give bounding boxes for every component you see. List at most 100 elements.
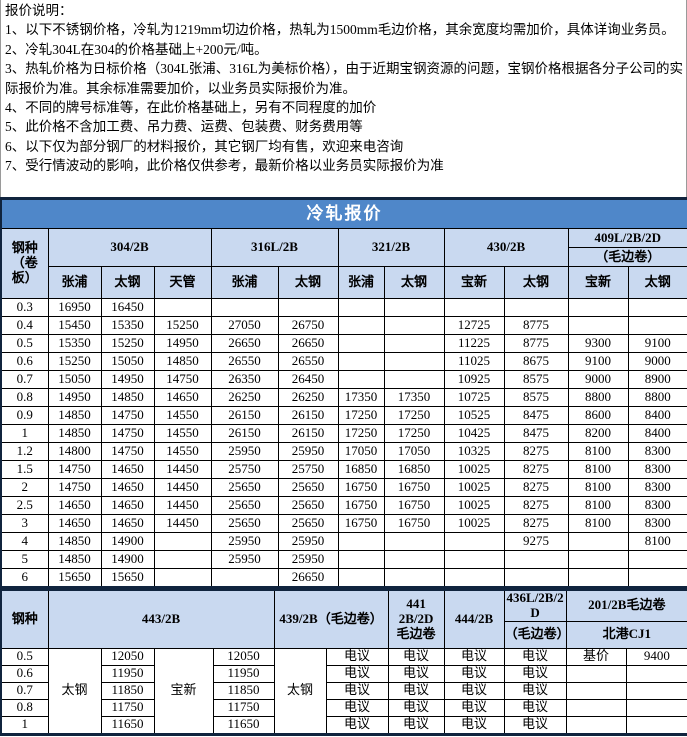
grade-subheader: （毛边卷） (503, 620, 567, 649)
price-cell (210, 298, 279, 317)
thickness-label: 0.7 (0, 370, 49, 389)
table-row: 0.8 14950 14850 14650 26250 26250 17350 17350 10… (0, 388, 687, 407)
price-cell: 26250 (210, 388, 279, 407)
notes-lines: 1、以下不锈钢价格，冷轧为1219mm切边价格，热轧为1500mm毛边价格，其余… (5, 20, 683, 175)
price-cell: 14650 (47, 514, 102, 533)
grade-header: 316L/2B (210, 228, 339, 267)
note-line: 4、不同的牌号标准等，在此价格基础上，另有不同程度的加价 (5, 100, 377, 116)
price-cell: 14750 (47, 460, 102, 479)
price-cell (443, 532, 505, 551)
mill-header: 宝新 (567, 266, 629, 299)
price-cell: 11950 (100, 664, 155, 683)
mill-header: 张浦 (210, 266, 279, 299)
mill-header: 太钢 (277, 266, 339, 299)
mill-header: 太钢 (503, 266, 569, 299)
price-cell (383, 334, 445, 353)
thickness-label: 1 (0, 424, 49, 443)
price-cell: 25950 (210, 532, 279, 551)
price-cell: 10925 (443, 370, 505, 389)
thickness-label: 5 (0, 550, 49, 569)
price-cell (627, 316, 687, 335)
price-cell (383, 568, 445, 588)
thickness-label: 0.5 (0, 647, 49, 666)
price-cell (625, 715, 687, 735)
price-cell: 15650 (100, 568, 155, 588)
price-cell: 电议 (443, 647, 505, 666)
grade-header: 443/2B (47, 589, 275, 649)
price-cell: 8300 (627, 442, 687, 461)
table-row: 0.6 11950 11950 电议 电议 电议 电议 (0, 664, 687, 683)
price-cell: 16850 (383, 460, 445, 479)
grade-header-row: 钢种 （卷 板） 304/2B 316L/2B 321/2B 430/2B 409L/2B… (0, 228, 687, 299)
price-cell: 电议 (503, 664, 567, 683)
table-row: 5 14850 14900 25950 25950 (0, 550, 687, 569)
price-cell: 8800 (627, 388, 687, 407)
price-cell (443, 568, 505, 588)
price-cell: 8475 (503, 424, 569, 443)
price-cell: 15350 (47, 334, 102, 353)
table-row: 6 15650 15650 26650 (0, 568, 687, 588)
price-cell: 11025 (443, 352, 505, 371)
price-cell: 14800 (47, 442, 102, 461)
price-cell: 11850 (100, 681, 155, 700)
price-cell: 10425 (443, 424, 505, 443)
price-cell: 25950 (277, 550, 339, 569)
price-cell: 25650 (277, 514, 339, 533)
price-cell: 8775 (503, 334, 569, 353)
price-cell: 8800 (567, 388, 629, 407)
price-cell: 电议 (443, 681, 505, 700)
price-cell: 电议 (503, 681, 567, 700)
price-cell: 8675 (503, 352, 569, 371)
price-cell: 17050 (337, 442, 385, 461)
price-cell: 电议 (443, 664, 505, 683)
price-cell: 8100 (567, 496, 629, 515)
price-cell: 8275 (503, 496, 569, 515)
price-cell (627, 550, 687, 569)
price-cell: 25650 (210, 496, 279, 515)
price-cell (337, 550, 385, 569)
price-cell: 14650 (100, 478, 155, 497)
price-cell: 8775 (503, 316, 569, 335)
price-cell (337, 370, 385, 389)
price-cell (627, 298, 687, 317)
price-cell: 8275 (503, 442, 569, 461)
price-cell (337, 532, 385, 551)
thickness-label: 6 (0, 568, 49, 588)
price-cell: 16750 (337, 478, 385, 497)
thickness-label: 0.8 (0, 698, 49, 717)
thickness-label: 1.5 (0, 460, 49, 479)
price-cell (383, 550, 445, 569)
price-cell: 8100 (567, 460, 629, 479)
thickness-label: 0.7 (0, 681, 49, 700)
price-cell: 10025 (443, 478, 505, 497)
price-cell: 25650 (210, 514, 279, 533)
price-cell (153, 550, 212, 569)
price-cell: 9300 (567, 334, 629, 353)
price-cell: 12050 (212, 647, 275, 666)
price-cell: 17250 (337, 424, 385, 443)
price-cell: 9100 (627, 334, 687, 353)
price-cell: 26150 (210, 424, 279, 443)
grade-header: 321/2B (337, 228, 445, 267)
price-cell (565, 698, 627, 717)
price-cell: 25950 (277, 532, 339, 551)
price-cell: 14900 (100, 550, 155, 569)
note-line: 1、以下不锈钢价格，冷轧为1219mm切边价格，热轧为1500mm毛边价格，其余… (5, 22, 675, 38)
thickness-label: 1.2 (0, 442, 49, 461)
price-cell (153, 532, 212, 551)
price-cell (210, 568, 279, 588)
price-cell: 15050 (100, 352, 155, 371)
price-cell: 15450 (47, 316, 102, 335)
price-cell: 14850 (47, 424, 102, 443)
price-cell: 8275 (503, 478, 569, 497)
price-cell: 14650 (100, 514, 155, 533)
price-cell: 8100 (567, 478, 629, 497)
price-cell (443, 550, 505, 569)
price-cell: 14650 (153, 388, 212, 407)
price-cell: 25950 (210, 550, 279, 569)
price-cell: 16750 (337, 514, 385, 533)
price-cell: 16750 (383, 478, 445, 497)
table-row: 1 11650 11650 电议 电议 电议 电议 (0, 715, 687, 735)
price-cell: 26150 (210, 406, 279, 425)
